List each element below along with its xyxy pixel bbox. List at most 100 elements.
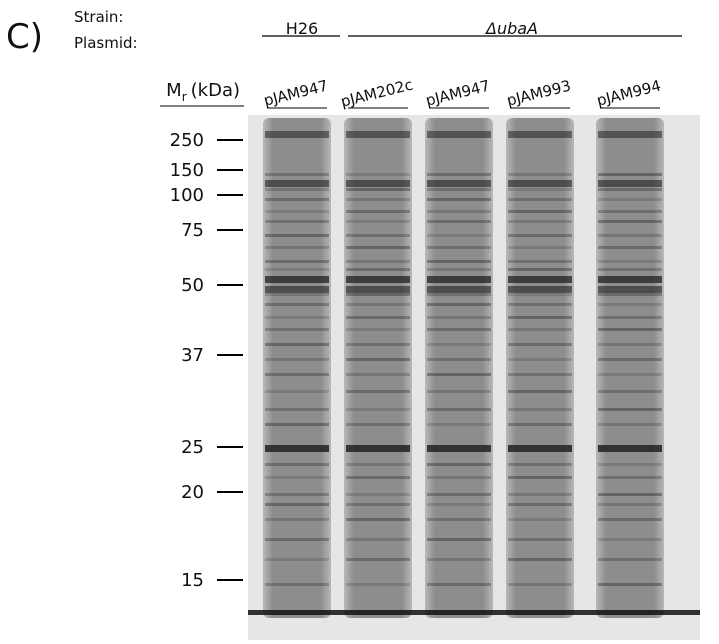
band [598,503,662,506]
band [265,493,329,496]
band [427,286,491,293]
band [427,131,491,138]
band [508,390,572,393]
strain-name: H26 [286,19,318,38]
band [427,518,491,521]
band [346,276,410,283]
band [427,493,491,496]
panel-label: C) [6,17,43,57]
band [598,493,662,496]
band [598,328,662,331]
band [427,293,491,296]
band [598,538,662,541]
lane [596,118,664,618]
band [598,246,662,249]
band [346,558,410,561]
band [265,390,329,393]
band [346,180,410,187]
marker-label: 15 [181,570,204,591]
band [508,220,572,223]
band [265,445,329,452]
band [508,198,572,201]
band [427,373,491,376]
band [346,131,410,138]
band [265,518,329,521]
band [427,210,491,213]
band [508,180,572,187]
band [346,234,410,237]
band [346,423,410,426]
band [598,358,662,361]
band [265,463,329,466]
subscript: r [182,90,187,104]
band [265,286,329,293]
band [265,260,329,263]
band [346,476,410,479]
band [265,234,329,237]
band [427,476,491,479]
band [265,503,329,506]
lane-label: pJAM994 [595,76,663,109]
lane-label: pJAM947 [262,76,330,109]
band [598,445,662,452]
band [427,276,491,283]
band [598,286,662,293]
band [346,503,410,506]
band [427,503,491,506]
band [346,303,410,306]
band [265,268,329,271]
band [508,358,572,361]
band [265,173,329,176]
band [346,390,410,393]
band [598,343,662,346]
band [427,583,491,586]
band [346,538,410,541]
band [265,423,329,426]
band [427,188,491,191]
band [508,316,572,319]
marker-label: 150 [170,160,204,181]
band [427,423,491,426]
band [427,180,491,187]
band [427,198,491,201]
band [508,276,572,283]
band [598,518,662,521]
band [508,558,572,561]
band [508,246,572,249]
band [508,131,572,138]
marker-label: 25 [181,437,204,458]
strain-label: Strain: [74,8,124,26]
band [508,173,572,176]
band [346,198,410,201]
band [346,493,410,496]
unit: (kDa) [191,80,240,101]
band [427,173,491,176]
band [508,268,572,271]
band [427,220,491,223]
marker-label: 100 [170,185,204,206]
band [346,173,410,176]
band [346,268,410,271]
band [427,558,491,561]
band [265,558,329,561]
band [598,463,662,466]
band [508,538,572,541]
band [598,583,662,586]
band [598,293,662,296]
band [508,343,572,346]
band [265,293,329,296]
band [346,463,410,466]
strain-name: ΔubaA [484,19,538,38]
marker-label: 20 [181,482,204,503]
band [346,188,410,191]
lane-label: pJAM947 [424,76,492,109]
band [598,558,662,561]
band [346,316,410,319]
band [346,286,410,293]
band [598,180,662,187]
band [346,408,410,411]
band [427,234,491,237]
band [598,303,662,306]
band [346,220,410,223]
band [346,358,410,361]
